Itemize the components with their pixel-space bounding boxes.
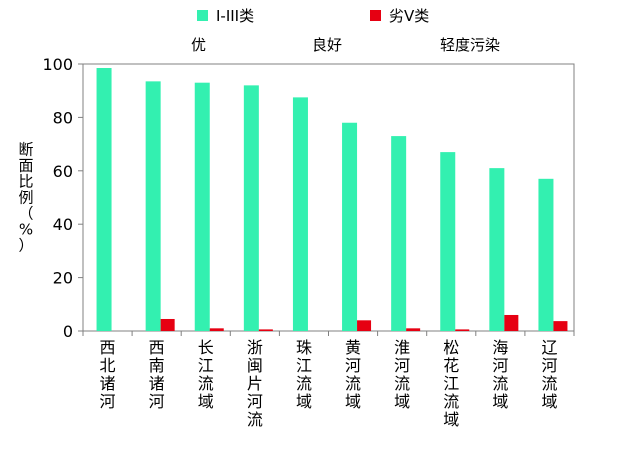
x-tick-label: 黄河流域	[345, 338, 361, 411]
bar-series-1	[194, 82, 210, 331]
bar-series-1	[145, 81, 161, 331]
x-tick-label: 淮河流域	[394, 338, 410, 411]
bar-series-1	[96, 68, 112, 331]
bar-series-1	[489, 168, 505, 331]
bar-series-1	[391, 136, 407, 331]
bar-series-1	[538, 178, 554, 331]
x-tick-label: 珠江流域	[296, 338, 312, 411]
y-tick-label: 80	[53, 108, 73, 127]
y-tick-label: 40	[53, 215, 73, 234]
annotation-lianghao: 良好	[312, 36, 342, 54]
x-tick-label: 西南诸河	[149, 338, 165, 411]
annotations: 优 良好 轻度污染	[191, 36, 500, 54]
bar-series-1	[292, 97, 308, 331]
x-tick-label: 海河流域	[492, 338, 508, 411]
bar-series-2	[504, 314, 519, 331]
x-tick-label: 长江流域	[198, 338, 214, 411]
y-tick-label: 20	[53, 269, 73, 288]
bar-series-2	[553, 321, 568, 331]
y-axis-label: 断面比例（%）	[18, 141, 33, 255]
bars	[96, 68, 568, 332]
x-tick-label: 西北诸河	[100, 338, 116, 411]
annotation-qingdu-wuran: 轻度污染	[440, 36, 500, 54]
x-tick-label: 松花江流域	[443, 338, 459, 429]
bar-series-2	[357, 320, 372, 331]
bar-series-2	[455, 329, 470, 331]
bar-series-2	[406, 328, 421, 331]
x-axis: 西北诸河 西南诸河 长江流域 浙闽片河流 珠江流域 黄河流域 淮河流域 松花江流域 海河流域 辽河…	[82, 331, 575, 429]
bar-series-2	[209, 328, 224, 331]
y-tick-label: 60	[53, 162, 73, 181]
bar-series-1	[440, 152, 456, 331]
y-tick-label: 0	[63, 322, 73, 341]
legend: I-III类 劣V类	[197, 7, 429, 25]
bar-series-1	[243, 85, 259, 331]
bar-series-2	[258, 329, 273, 331]
y-axis: 0 20 40 60 80 100	[42, 55, 83, 341]
bar-series-2	[160, 318, 175, 331]
x-tick-label: 浙闽片河流	[247, 338, 263, 429]
bar-series-1	[342, 122, 358, 332]
legend-label-series-2: 劣V类	[389, 7, 429, 25]
annotation-you: 优	[191, 36, 206, 54]
y-tick-label: 100	[42, 55, 73, 74]
legend-swatch-series-2	[370, 10, 381, 21]
x-tick-label: 辽河流域	[541, 338, 557, 411]
legend-label-series-1: I-III类	[216, 7, 254, 25]
legend-swatch-series-1	[197, 10, 208, 21]
